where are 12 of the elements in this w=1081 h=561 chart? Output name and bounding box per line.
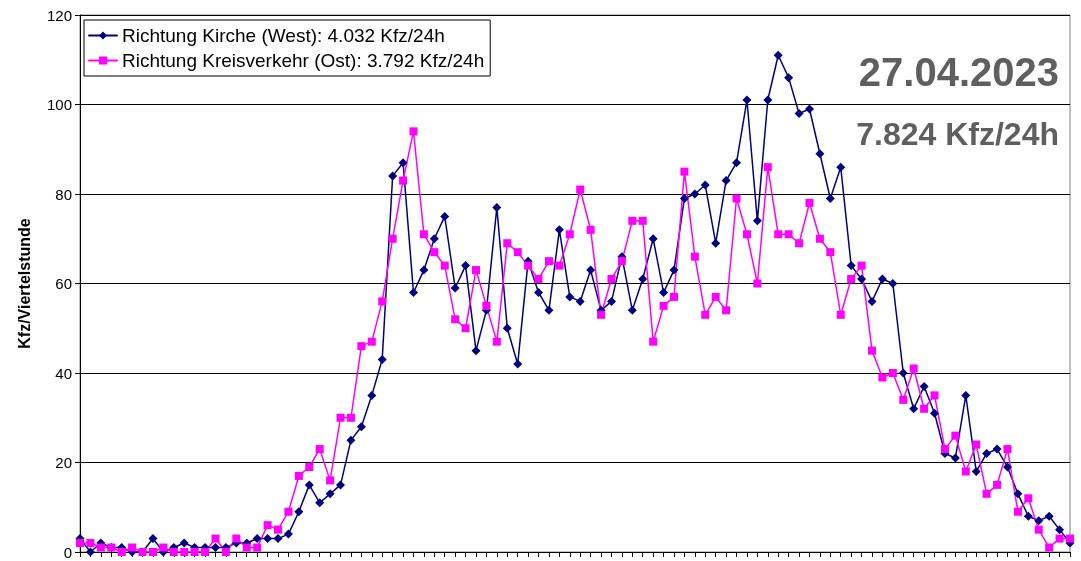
y-tick-label: 80 — [55, 185, 72, 203]
y-tick-label: 60 — [55, 275, 72, 292]
legend-label: Richtung Kreisverkehr (Ost): 3.792 Kfz/24h — [122, 50, 485, 71]
y-tick-label: 0 — [63, 543, 72, 561]
y-tick-label: 20 — [55, 454, 72, 471]
y-axis-title: Kfz/Viertelstunde — [15, 218, 33, 349]
annotation: 7.824 Kfz/24h — [856, 116, 1059, 152]
legend-label: Richtung Kirche (West): 4.032 Kfz/24h — [122, 25, 445, 46]
annotation: 27.04.2023 — [858, 50, 1060, 94]
y-tick-label: 120 — [46, 6, 72, 24]
y-tick-label: 40 — [55, 364, 72, 382]
y-tick-label: 100 — [46, 96, 72, 113]
